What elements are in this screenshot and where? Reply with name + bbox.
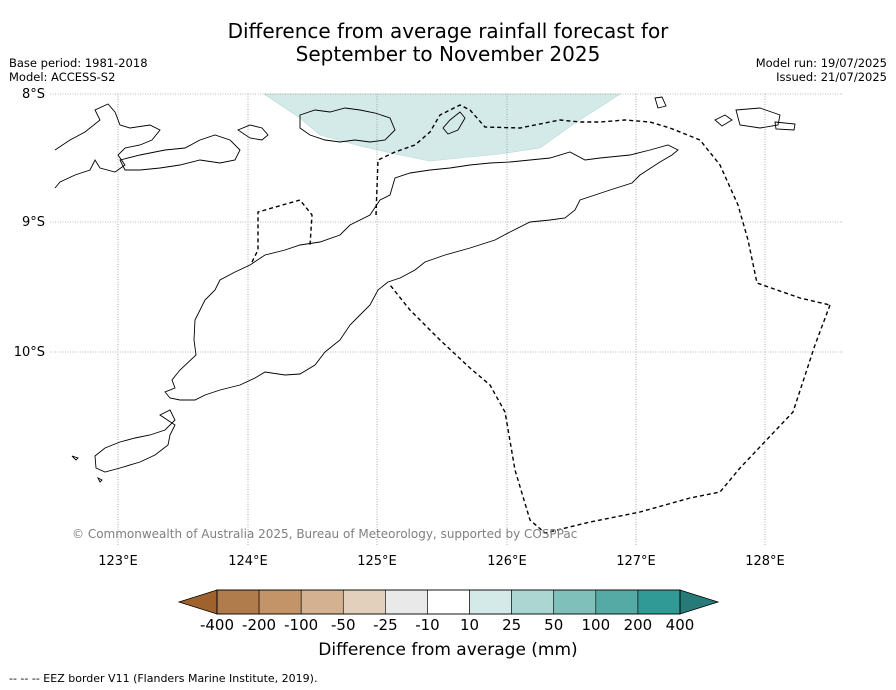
colorbar-tick-label: -100 bbox=[284, 616, 319, 634]
coastline-small-islands bbox=[237, 124, 269, 141]
coastlines bbox=[54, 96, 796, 483]
lon-label-126e: 126°E bbox=[487, 554, 527, 569]
colorbar-tick-label: 100 bbox=[581, 616, 611, 634]
eez-legend-footnote: -- -- -- EEZ border V11 (Flanders Marine… bbox=[9, 672, 318, 685]
coastline-east-islands-3 bbox=[714, 114, 733, 127]
title-line-2: September to November 2025 bbox=[295, 42, 601, 66]
colorbar-cell bbox=[300, 589, 344, 615]
lat-label-10s: 10°S bbox=[13, 345, 45, 360]
colorbar-tick-label: -400 bbox=[199, 616, 235, 634]
colorbar-title: Difference from average (mm) bbox=[318, 640, 578, 660]
colorbar-cell bbox=[553, 589, 597, 615]
lon-label-128e: 128°E bbox=[745, 554, 785, 569]
meta-left: Base period: 1981-2018 Model: ACCESS-S2 bbox=[9, 56, 148, 84]
colorbar-frame bbox=[216, 589, 681, 615]
eez-border-west bbox=[251, 199, 313, 263]
wetter-anomaly-region bbox=[263, 93, 622, 162]
lon-label-124e: 124°E bbox=[228, 554, 268, 569]
colorbar-cell bbox=[216, 589, 260, 615]
colorbar-cell bbox=[595, 589, 639, 615]
colorbar-tick-label: -200 bbox=[242, 616, 277, 634]
coastline-dot bbox=[96, 476, 103, 483]
colorbar-tick-label: -25 bbox=[373, 616, 398, 634]
colorbar-cell bbox=[258, 589, 302, 615]
colorbar-cell bbox=[469, 589, 512, 615]
coastline-savu-small bbox=[71, 455, 79, 461]
coastline-atauro bbox=[442, 111, 466, 135]
coastline-flores-alor bbox=[54, 103, 161, 189]
model-name: Model: ACCESS-S2 bbox=[9, 70, 116, 84]
coastline-east-islands-2 bbox=[774, 121, 796, 131]
lat-label-9s: 9°S bbox=[21, 215, 45, 230]
lat-label-8s: 8°S bbox=[21, 87, 45, 102]
colorbar-high-arrow bbox=[679, 589, 720, 615]
base-period: Base period: 1981-2018 bbox=[9, 56, 148, 70]
map-title: Difference from average rainfall forecas… bbox=[0, 20, 896, 66]
coastline-east-islands bbox=[735, 107, 781, 129]
coastline-wetar-west bbox=[119, 134, 241, 171]
colorbar-cell bbox=[385, 589, 428, 615]
colorbar-tick-label: -50 bbox=[331, 616, 356, 634]
eez-borders bbox=[251, 104, 831, 534]
colorbar-tick-labels: -400 -200 -100 -50 -25 -10 10 25 50 100 200 400 bbox=[0, 616, 896, 636]
copyright-notice: © Commonwealth of Australia 2025, Bureau… bbox=[72, 527, 578, 541]
colorbar-tick-label: 50 bbox=[544, 616, 564, 634]
colorbar-tick-label: 25 bbox=[502, 616, 522, 634]
lon-label-125e: 125°E bbox=[357, 554, 397, 569]
title-line-1: Difference from average rainfall forecas… bbox=[227, 19, 669, 43]
colorbar-cells bbox=[216, 589, 681, 615]
coastline-rote-savu bbox=[94, 409, 176, 473]
lon-label-127e: 127°E bbox=[616, 554, 656, 569]
issued-date: Issued: 21/07/2025 bbox=[776, 70, 887, 84]
colorbar-cell bbox=[342, 589, 386, 615]
colorbar-cell bbox=[427, 589, 470, 615]
meta-right: Model run: 19/07/2025 Issued: 21/07/2025 bbox=[756, 56, 887, 84]
coastline-wetar bbox=[299, 107, 396, 143]
coastline-timor bbox=[164, 144, 679, 401]
colorbar-cell bbox=[637, 589, 681, 615]
eez-border-north bbox=[375, 104, 831, 306]
colorbar-tick-label: -10 bbox=[415, 616, 440, 634]
coastline-east-islands-4 bbox=[654, 96, 667, 109]
colorbar-tick-label: 400 bbox=[665, 616, 695, 634]
model-run: Model run: 19/07/2025 bbox=[755, 56, 887, 70]
colorbar-tick-label: 200 bbox=[623, 616, 653, 634]
colorbar-low-arrow bbox=[177, 589, 218, 615]
eez-border-south bbox=[389, 284, 831, 534]
colorbar-cell bbox=[511, 589, 555, 615]
lon-label-123e: 123°E bbox=[98, 554, 138, 569]
colorbar-tick-label: 10 bbox=[459, 616, 480, 634]
gridlines bbox=[50, 93, 843, 545]
